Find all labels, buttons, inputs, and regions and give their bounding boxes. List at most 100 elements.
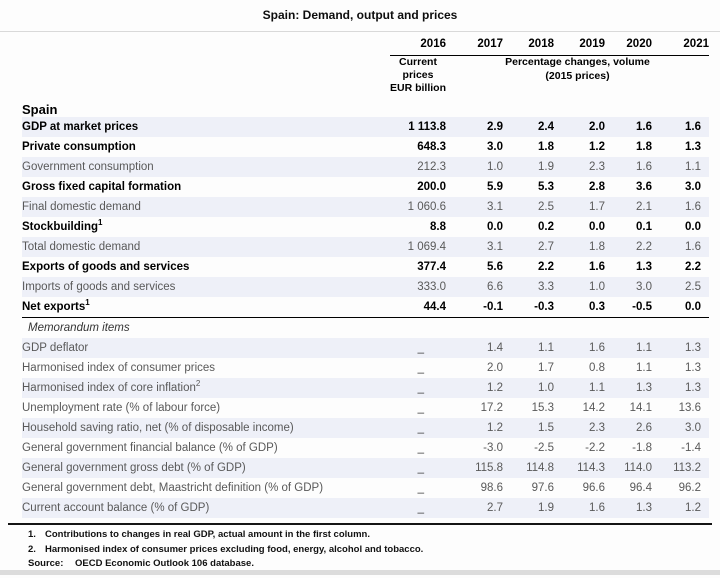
year-label: 2017: [446, 32, 503, 56]
row-value: 1.0: [446, 157, 503, 177]
row-value: 0.0: [685, 221, 701, 233]
row-value: 2.4: [503, 117, 554, 137]
row-value: 5.6: [487, 261, 503, 273]
row-label: Unemployment rate (% of labour force): [22, 402, 221, 414]
row-value: 5.9: [487, 181, 503, 193]
memo-row: GDP deflator _ 1.4 1.1 1.6 1.1 1.3: [22, 338, 709, 358]
row-value: 1.1: [554, 378, 605, 398]
row-value: 3.0: [652, 418, 709, 438]
row-value: 2.2: [605, 237, 652, 257]
row-value: 1.4: [446, 338, 503, 358]
row-value: 97.6: [531, 482, 554, 494]
row-value: -3.0: [483, 442, 503, 454]
row-value: 1.6: [605, 117, 652, 137]
row-value: 333.0: [390, 277, 446, 297]
main-rows: GDP at market prices 1 113.8 2.9 2.4 2.0 1.6 1…: [22, 117, 709, 318]
row-label: Harmonised index of consumer prices: [22, 362, 216, 374]
memorandum-rows: GDP deflator _ 1.4 1.1 1.6 1.1 1.3 Harmonised i…: [22, 338, 709, 518]
row-label: Total domestic demand: [22, 237, 390, 257]
row-value: 1.6: [554, 498, 605, 518]
row-label: Government consumption: [22, 157, 390, 177]
row-value: 1.1: [636, 362, 652, 374]
memo-row: General government debt, Maastricht defi…: [22, 478, 709, 498]
row-value: 1.6: [605, 157, 652, 177]
row-label: Exports of goods and services: [22, 261, 190, 273]
footnote-2-marker: 2.: [28, 543, 36, 555]
row-value: 96.2: [678, 482, 701, 494]
memo-row: Harmonised index of core inflation2 _ 1.2 1…: [22, 378, 709, 398]
year-label: 2016: [390, 32, 446, 56]
row-value: 3.0: [685, 181, 701, 193]
row-value: 1.2: [652, 498, 709, 518]
row-label: Stockbuilding1: [22, 218, 103, 233]
country-label: Spain: [22, 102, 58, 117]
row-label: Imports of goods and services: [22, 277, 390, 297]
demand-output-prices-table: 2016 2017 2018 2019 2020 2021 Spain Current p…: [22, 32, 709, 518]
footnote-separator-rule: [8, 523, 712, 525]
row-value: 6.6: [446, 277, 503, 297]
window-bottom-edge: [0, 570, 720, 575]
table-row: Gross fixed capital formation 200.0 5.9 5.3…: [22, 177, 709, 197]
row-value: 2.3: [554, 157, 605, 177]
row-value: 0.0: [652, 297, 709, 318]
table-row: GDP at market prices 1 113.8 2.9 2.4 2.0 1.6 1…: [22, 117, 709, 137]
table-row: Private consumption 648.3 3.0 1.8 1.2 1.8 1.3: [22, 137, 709, 157]
row-value: -1.4: [681, 442, 701, 454]
year-label: 2021: [652, 32, 709, 56]
memorandum-header-label: Memorandum items: [28, 322, 130, 334]
row-value: 3.6: [636, 181, 652, 193]
memo-row: Current account balance (% of GDP) _ 2.7 1.…: [22, 498, 709, 518]
row-value: 2.7: [503, 237, 554, 257]
row-value: 200.0: [417, 181, 446, 193]
row-value: _: [417, 362, 424, 374]
percentage-changes-unit-label: Percentage changes, volume (2015 prices): [505, 56, 650, 82]
year-header-row: 2016 2017 2018 2019 2020 2021: [22, 32, 709, 56]
row-value: 2.8: [589, 181, 605, 193]
row-value: 0.8: [589, 362, 605, 374]
row-value: 1.6: [589, 261, 605, 273]
row-value: 5.3: [538, 181, 554, 193]
table-row: Total domestic demand 1 069.4 3.1 2.7 1.8 2.2…: [22, 237, 709, 257]
row-label: Private consumption: [22, 141, 136, 153]
footnote-marker-superscript: 1: [98, 218, 103, 228]
row-value: 1.2: [446, 378, 503, 398]
row-value: 0.3: [554, 297, 605, 318]
row-value: 96.6: [582, 482, 605, 494]
row-label: GDP deflator: [22, 338, 390, 358]
row-value: _: [417, 482, 424, 494]
row-value: -2.5: [534, 442, 554, 454]
row-value: -1.8: [632, 442, 652, 454]
row-value: 1.3: [605, 378, 652, 398]
row-value: _: [417, 402, 424, 414]
row-value: 2.1: [605, 197, 652, 217]
row-value: 1.3: [605, 498, 652, 518]
row-value: 1.3: [652, 338, 709, 358]
memorandum-section: Memorandum items: [22, 318, 709, 339]
memo-row: General government gross debt (% of GDP)…: [22, 458, 709, 478]
row-value: 113.2: [652, 458, 709, 478]
row-value: 1.6: [652, 117, 709, 137]
row-value: _: [417, 442, 424, 454]
row-value: 212.3: [390, 157, 446, 177]
row-value: 96.4: [629, 482, 652, 494]
row-value: _: [390, 458, 446, 478]
row-value: 1.6: [652, 197, 709, 217]
row-value: 15.3: [531, 402, 554, 414]
row-value: 3.0: [487, 141, 503, 153]
row-value: -0.1: [446, 297, 503, 318]
row-value: 2.2: [538, 261, 554, 273]
row-value: 114.0: [605, 458, 652, 478]
row-label: General government financial balance (% …: [22, 442, 278, 454]
row-value: 1.2: [446, 418, 503, 438]
row-value: -0.5: [605, 297, 652, 318]
row-value: 648.3: [417, 141, 446, 153]
row-value: _: [390, 498, 446, 518]
row-value: 1.9: [503, 157, 554, 177]
year-label: 2020: [605, 32, 652, 56]
row-value: 2.6: [605, 418, 652, 438]
row-value: 1.7: [538, 362, 554, 374]
footnote-2-text: Harmonised index of consumer prices excl…: [45, 543, 424, 555]
row-value: -2.2: [585, 442, 605, 454]
footnote-1-text: Contributions to changes in real GDP, ac…: [45, 529, 370, 540]
row-value: 14.2: [582, 402, 605, 414]
